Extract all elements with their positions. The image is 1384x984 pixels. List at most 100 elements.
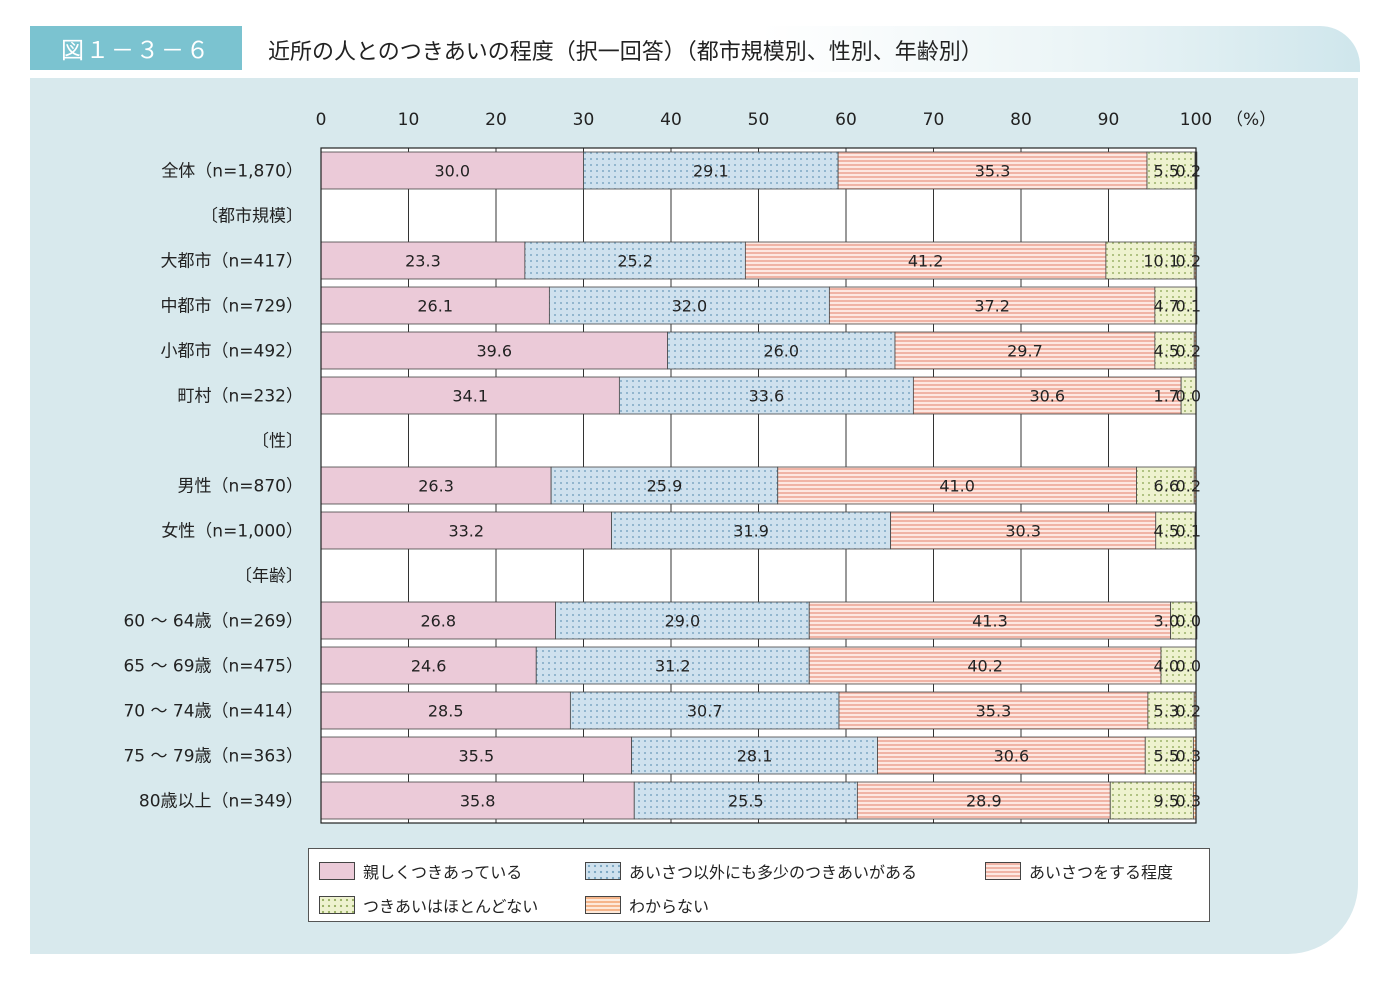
- data-label: 32.0: [672, 297, 708, 316]
- bar-segment: [1144, 736, 1194, 775]
- figure-label: 図１－３－６: [30, 26, 242, 70]
- data-label: 0.1: [1176, 522, 1201, 541]
- data-label: 5.5: [1154, 162, 1179, 181]
- data-label: 30.7: [687, 702, 723, 721]
- x-tick-label: 20: [485, 110, 507, 130]
- data-label: 31.2: [655, 657, 691, 676]
- bar-segment: [838, 691, 1149, 730]
- bar-segment: [877, 736, 1146, 775]
- bar-segment: [777, 466, 1137, 505]
- legend-label: わからない: [629, 897, 710, 916]
- bar-segment: [894, 331, 1156, 370]
- data-label: 26.3: [418, 477, 454, 496]
- legend-label: あいさつをする程度: [1029, 863, 1174, 882]
- bar-segment: [667, 331, 896, 370]
- data-label: 4.5: [1154, 522, 1179, 541]
- legend-label: あいさつ以外にも多少のつきあいがある: [629, 863, 918, 882]
- bar-segment: [1154, 331, 1195, 370]
- data-label: 26.1: [417, 297, 453, 316]
- data-label: 33.2: [448, 522, 484, 541]
- bar-segment: [611, 511, 892, 550]
- bar-segment: [320, 646, 537, 685]
- data-label: 0.0: [1176, 387, 1201, 406]
- legend-label: 親しくつきあっている: [363, 863, 523, 882]
- data-label: 5.3: [1154, 702, 1179, 721]
- category-label: 75 ～ 79歳（n=363）: [123, 747, 303, 767]
- data-label: 0.2: [1176, 342, 1201, 361]
- data-label: 10.1: [1143, 252, 1179, 271]
- data-label: 28.1: [737, 747, 773, 766]
- data-label: 41.2: [908, 252, 944, 271]
- legend-item-unknown: わからない: [585, 893, 709, 917]
- data-label: 4.7: [1154, 297, 1179, 316]
- x-tick-label: 60: [835, 110, 857, 130]
- bar-segment: [1146, 151, 1196, 190]
- data-label: 5.5: [1154, 747, 1179, 766]
- data-label: 0.2: [1176, 162, 1201, 181]
- legend-swatch: [585, 862, 621, 880]
- unit-label: （%）: [1226, 110, 1276, 130]
- data-label: 31.9: [733, 522, 769, 541]
- x-tick-label: 70: [923, 110, 945, 130]
- data-label: 25.9: [647, 477, 683, 496]
- data-label: 30.3: [1005, 522, 1041, 541]
- bar-segment: [890, 511, 1157, 550]
- bar-segment: [631, 736, 878, 775]
- data-label: 30.6: [1029, 387, 1065, 406]
- data-label: 0.2: [1176, 252, 1201, 271]
- figure-title: 近所の人とのつきあいの程度（択一回答）（都市規模別、性別、年齢別）: [268, 40, 983, 65]
- data-label: 0.0: [1176, 657, 1201, 676]
- category-label: 町村（n=232）: [178, 387, 303, 407]
- data-label: 0.3: [1176, 792, 1201, 811]
- category-label: 80歳以上（n=349）: [139, 792, 303, 812]
- group-header-label: 〔性〕: [252, 432, 303, 452]
- data-label: 6.6: [1154, 477, 1179, 496]
- category-label: 全体（n=1,870）: [161, 162, 303, 182]
- legend-item-greeting: あいさつをする程度: [985, 859, 1173, 883]
- bar-segment: [555, 601, 810, 640]
- bar-segment: [524, 241, 746, 280]
- bar-segment: [828, 286, 1156, 325]
- data-label: 41.0: [939, 477, 975, 496]
- category-label: 60 ～ 64歳（n=269）: [123, 612, 303, 632]
- legend-item-close: 親しくつきあっている: [319, 859, 522, 883]
- bar-segment: [320, 241, 526, 280]
- data-label: 0.3: [1176, 747, 1201, 766]
- x-tick-label: 80: [1010, 110, 1032, 130]
- legend-label: つきあいはほとんどない: [363, 897, 539, 916]
- legend-item-rarely: つきあいはほとんどない: [319, 893, 538, 917]
- data-label: 0.2: [1176, 702, 1201, 721]
- data-label: 0.0: [1176, 612, 1201, 631]
- bar-segment: [808, 601, 1172, 640]
- x-tick-label: 40: [660, 110, 682, 130]
- data-label: 37.2: [974, 297, 1010, 316]
- bar-segment: [320, 601, 556, 640]
- data-label: 29.7: [1007, 342, 1043, 361]
- group-header-label: 〔年齢〕: [235, 567, 303, 587]
- legend-item-some: あいさつ以外にも多少のつきあいがある: [585, 859, 917, 883]
- bar-segment: [856, 781, 1111, 820]
- category-label: 65 ～ 69歳（n=475）: [123, 657, 303, 677]
- group-header-label: 〔都市規模〕: [201, 207, 303, 227]
- data-label: 0.2: [1176, 477, 1201, 496]
- bar-segment: [1170, 601, 1198, 640]
- data-label: 35.3: [976, 702, 1012, 721]
- bar-segment: [550, 466, 779, 505]
- bar-segment: [1136, 466, 1195, 505]
- plot-frame: [320, 147, 1197, 824]
- data-label: 26.8: [420, 612, 456, 631]
- bar-segment: [583, 151, 839, 190]
- bar-segment: [320, 691, 571, 730]
- legend-swatch: [319, 896, 355, 914]
- data-label: 33.6: [749, 387, 785, 406]
- legend-swatch: [319, 862, 355, 880]
- category-label: 小都市（n=492）: [161, 342, 303, 362]
- data-label: 35.5: [459, 747, 495, 766]
- bar-segment: [744, 241, 1107, 280]
- data-label: 39.6: [476, 342, 512, 361]
- data-label: 41.3: [972, 612, 1008, 631]
- bar-segment: [618, 376, 914, 415]
- bar-segment: [1109, 781, 1194, 820]
- data-label: 25.5: [728, 792, 764, 811]
